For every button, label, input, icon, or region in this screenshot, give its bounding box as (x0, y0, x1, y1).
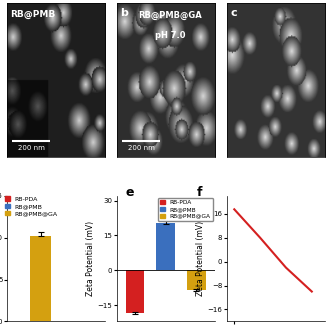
Legend: RB-PDA, RB@PMB, RB@PMB@GA: RB-PDA, RB@PMB, RB@PMB@GA (5, 196, 58, 216)
Y-axis label: Zeta Potential (mV): Zeta Potential (mV) (196, 221, 205, 296)
Text: c: c (231, 8, 237, 18)
Text: 200 nm: 200 nm (128, 145, 154, 151)
Text: RB@PMB: RB@PMB (10, 10, 56, 19)
Y-axis label: Zeta Potential (mV): Zeta Potential (mV) (86, 221, 95, 296)
Bar (156, 223, 175, 270)
Bar (30, 236, 51, 321)
Text: f: f (197, 186, 203, 199)
Text: RB@PMB@GA: RB@PMB@GA (139, 11, 202, 20)
Text: e: e (125, 186, 133, 199)
Text: pH 7.0: pH 7.0 (155, 31, 186, 40)
Legend: RB-PDA, RB@PMB, RB@PMB@GA: RB-PDA, RB@PMB, RB@PMB@GA (158, 197, 213, 221)
Bar (187, 270, 206, 290)
Text: b: b (120, 8, 128, 18)
Bar (126, 270, 144, 313)
Text: 200 nm: 200 nm (18, 145, 45, 151)
